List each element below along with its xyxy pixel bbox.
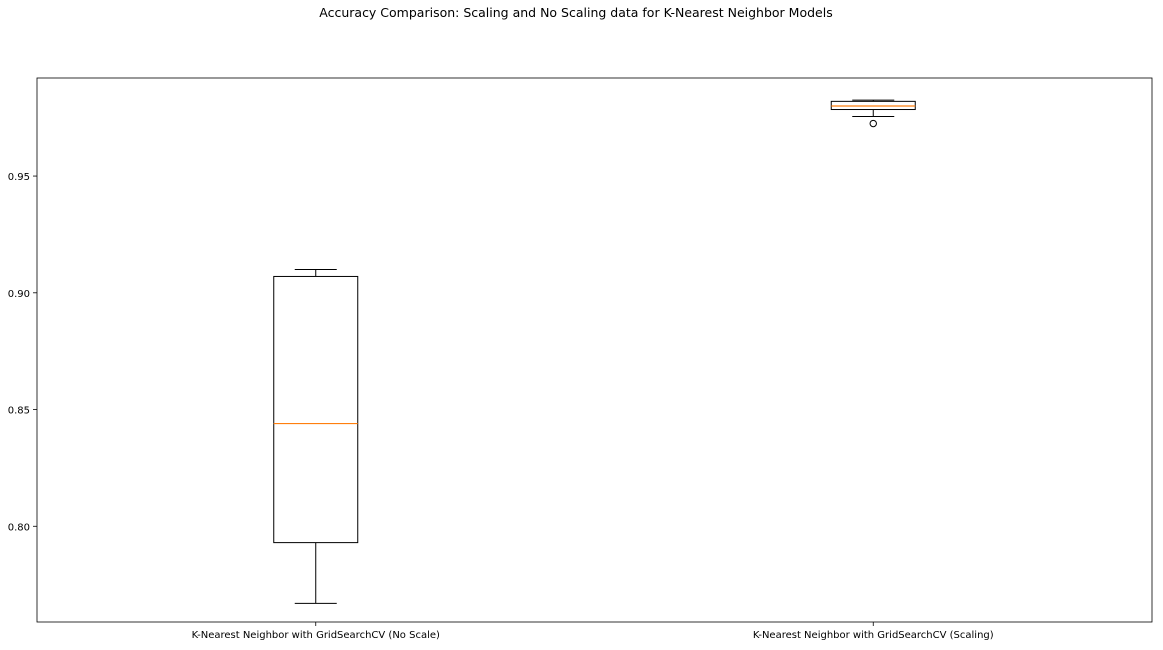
plot-background	[37, 78, 1152, 622]
y-tick-label: 0.95	[8, 172, 30, 183]
x-tick-label: K-Nearest Neighbor with GridSearchCV (No…	[192, 630, 440, 641]
plot-frame	[36, 77, 1153, 623]
box-group-2	[830, 99, 916, 128]
box-iqr	[273, 275, 359, 544]
y-tick-label: 0.80	[8, 522, 30, 533]
y-tick-label: 0.90	[8, 289, 30, 300]
outlier-point	[869, 119, 877, 128]
y-tick-label: 0.85	[8, 406, 30, 417]
x-tick-label: K-Nearest Neighbor with GridSearchCV (Sc…	[753, 630, 994, 641]
box-group-1	[273, 268, 359, 604]
plot-area: 0.80 0.85 0.90 0.95 K-Nearest Neighbor with …	[8, 77, 1153, 641]
chart-title: Accuracy Comparison: Scaling and No Scal…	[319, 5, 832, 20]
